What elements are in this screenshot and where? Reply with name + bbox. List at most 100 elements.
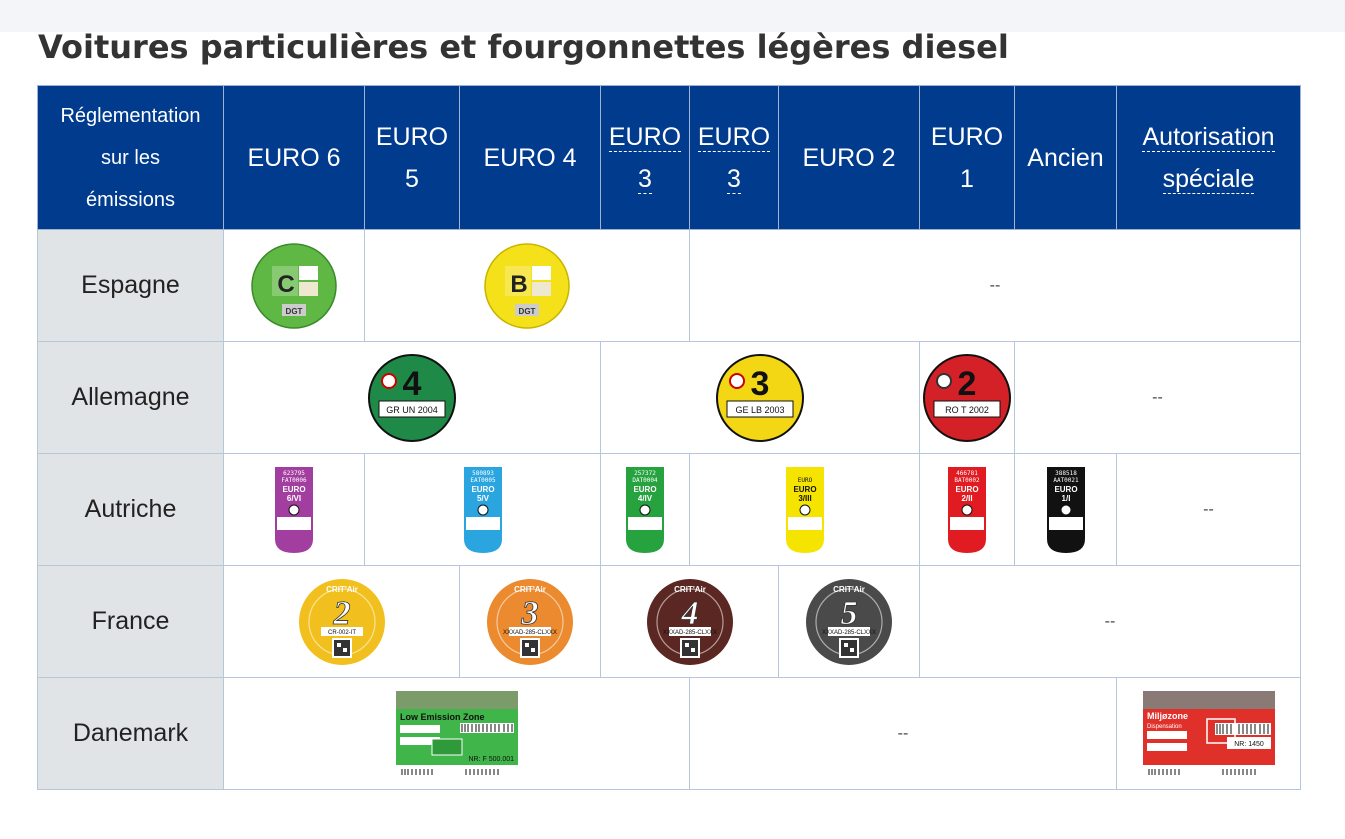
row-espagne: Espagne C DGT B xyxy=(37,229,1301,342)
svg-text:Dispensation: Dispensation xyxy=(1147,724,1182,730)
svg-text:4: 4 xyxy=(403,365,422,403)
header-euro4: EURO 4 xyxy=(459,85,601,230)
header-ancien: Ancien xyxy=(1014,85,1117,230)
cell-france-euro4: CRIT'Air 3 XXXAD-285-CLXXX xyxy=(459,565,601,678)
svg-text:CRIT'Air: CRIT'Air xyxy=(326,585,358,594)
page-title: Voitures particulières et fourgonnettes … xyxy=(38,28,1009,66)
svg-text:XXXAD-285-CLXXX: XXXAD-285-CLXXX xyxy=(503,630,557,636)
cell-france-rest: -- xyxy=(919,565,1301,678)
row-france: France CRIT'Air 2 CR-002-IT CRIT'Air 3 XXXAD… xyxy=(37,565,1301,678)
cell-autriche-euro6: 623795 FAT0006 EURO 6/VI xyxy=(223,453,365,566)
dgt-b-sticker-icon: B DGT xyxy=(484,242,570,329)
svg-text:AAT0021: AAT0021 xyxy=(1053,477,1079,484)
svg-text:2: 2 xyxy=(332,595,350,632)
svg-text:DGT: DGT xyxy=(286,307,303,316)
svg-text:B: B xyxy=(510,271,527,298)
cell-autriche-rest: -- xyxy=(1116,453,1301,566)
row-label-allemagne: Allemagne xyxy=(37,341,224,454)
row-label-espagne: Espagne xyxy=(37,229,224,342)
cell-autriche-euro3: EURO EURO 3/III xyxy=(689,453,920,566)
svg-text:580893: 580893 xyxy=(472,470,494,477)
row-label-france: France xyxy=(37,565,224,678)
row-autriche: Autriche 623795 FAT0006 EURO 6/VI 580893 EAT… xyxy=(37,453,1301,566)
svg-text:EURO: EURO xyxy=(1054,485,1077,494)
dgt-c-sticker-icon: C DGT xyxy=(251,242,337,329)
svg-text:2: 2 xyxy=(958,365,977,403)
svg-text:NR: F 500.001: NR: F 500.001 xyxy=(468,756,514,763)
top-bar xyxy=(0,0,1345,32)
row-allemagne: Allemagne 4 GR UN 2004 3 GE LB 2003 xyxy=(37,341,1301,454)
svg-text:EURO: EURO xyxy=(797,477,812,484)
cell-espagne-euro6: C DGT xyxy=(223,229,365,342)
svg-text:4: 4 xyxy=(680,595,698,632)
cell-autriche-euro5: 580893 EAT0005 EURO 5/V xyxy=(364,453,601,566)
svg-text:FAT0006: FAT0006 xyxy=(281,477,307,484)
cell-allemagne-rest: -- xyxy=(1014,341,1301,454)
svg-text:CRIT'Air: CRIT'Air xyxy=(833,585,865,594)
svg-text:EURO: EURO xyxy=(633,485,656,494)
umweltplakette-2-icon: 2 RO T 2002 xyxy=(923,353,1011,442)
svg-text:CRIT'Air: CRIT'Air xyxy=(514,585,546,594)
svg-text:GE LB 2003: GE LB 2003 xyxy=(735,405,784,415)
cell-danemark-special: Miljøzone Dispensation NR: 1450 xyxy=(1116,677,1301,790)
cell-france-euro2: CRIT'Air 5 XXXAD-285-CLXXX xyxy=(778,565,920,678)
denmark-miljozone-icon: Miljøzone Dispensation NR: 1450 xyxy=(1142,690,1275,775)
svg-text:5/V: 5/V xyxy=(476,494,489,503)
svg-text:5: 5 xyxy=(841,595,858,632)
header-euro5: EURO 5 xyxy=(364,85,460,230)
svg-text:BAT0002: BAT0002 xyxy=(954,477,980,484)
svg-text:EURO: EURO xyxy=(282,485,305,494)
svg-text:DAT0004: DAT0004 xyxy=(632,477,658,484)
svg-text:388518: 388518 xyxy=(1055,470,1077,477)
cell-allemagne-euro6-euro4: 4 GR UN 2004 xyxy=(223,341,601,454)
svg-text:2/II: 2/II xyxy=(961,494,972,503)
header-euro2: EURO 2 xyxy=(778,85,920,230)
header-regulation: Réglementation sur les émissions xyxy=(37,85,224,230)
svg-text:623795: 623795 xyxy=(283,470,305,477)
svg-text:XXXAD-285-CLXXX: XXXAD-285-CLXXX xyxy=(662,630,716,636)
cell-danemark-euro6-euro3: Low Emission Zone NR: F 500.001 xyxy=(223,677,690,790)
cell-espagne-euro5-euro4: B DGT xyxy=(364,229,690,342)
svg-text:466781: 466781 xyxy=(956,470,978,477)
umweltplakette-3-icon: 3 GE LB 2003 xyxy=(716,353,804,442)
header-euro3b[interactable]: EURO 3 xyxy=(689,85,779,230)
header-euro6: EURO 6 xyxy=(223,85,365,230)
svg-text:3: 3 xyxy=(751,365,770,403)
svg-text:Low Emission Zone: Low Emission Zone xyxy=(400,712,485,722)
svg-text:DGT: DGT xyxy=(519,307,536,316)
svg-text:1/I: 1/I xyxy=(1061,494,1070,503)
svg-text:4/IV: 4/IV xyxy=(638,494,653,503)
svg-text:EURO: EURO xyxy=(471,485,494,494)
svg-text:CR-002-IT: CR-002-IT xyxy=(327,630,355,636)
cell-allemagne-euro2: 2 RO T 2002 xyxy=(919,341,1015,454)
cell-allemagne-euro3: 3 GE LB 2003 xyxy=(600,341,920,454)
svg-text:Miljøzone: Miljøzone xyxy=(1147,711,1188,721)
cell-france-euro6-euro5: CRIT'Air 2 CR-002-IT xyxy=(223,565,460,678)
cell-france-euro3: CRIT'Air 4 XXXAD-285-CLXXX xyxy=(600,565,779,678)
umweltplakette-4-icon: 4 GR UN 2004 xyxy=(368,353,456,442)
cell-espagne-rest: -- xyxy=(689,229,1301,342)
emissions-table: Réglementation sur les émissions EURO 6 … xyxy=(37,85,1301,790)
header-euro3a[interactable]: EURO 3 xyxy=(600,85,690,230)
row-label-danemark: Danemark xyxy=(37,677,224,790)
svg-text:3: 3 xyxy=(521,595,539,632)
svg-text:NR: 1450: NR: 1450 xyxy=(1234,741,1264,748)
svg-text:C: C xyxy=(277,271,294,298)
header-euro1: EURO 1 xyxy=(919,85,1015,230)
svg-text:257372: 257372 xyxy=(634,470,656,477)
cell-autriche-euro4: 257372 DAT0004 EURO 4/IV xyxy=(600,453,690,566)
header-special[interactable]: Autorisation spéciale xyxy=(1116,85,1301,230)
header-row: Réglementation sur les émissions EURO 6 … xyxy=(37,85,1301,230)
cell-danemark-rest: -- xyxy=(689,677,1117,790)
denmark-low-emission-zone-icon: Low Emission Zone NR: F 500.001 xyxy=(395,690,518,775)
